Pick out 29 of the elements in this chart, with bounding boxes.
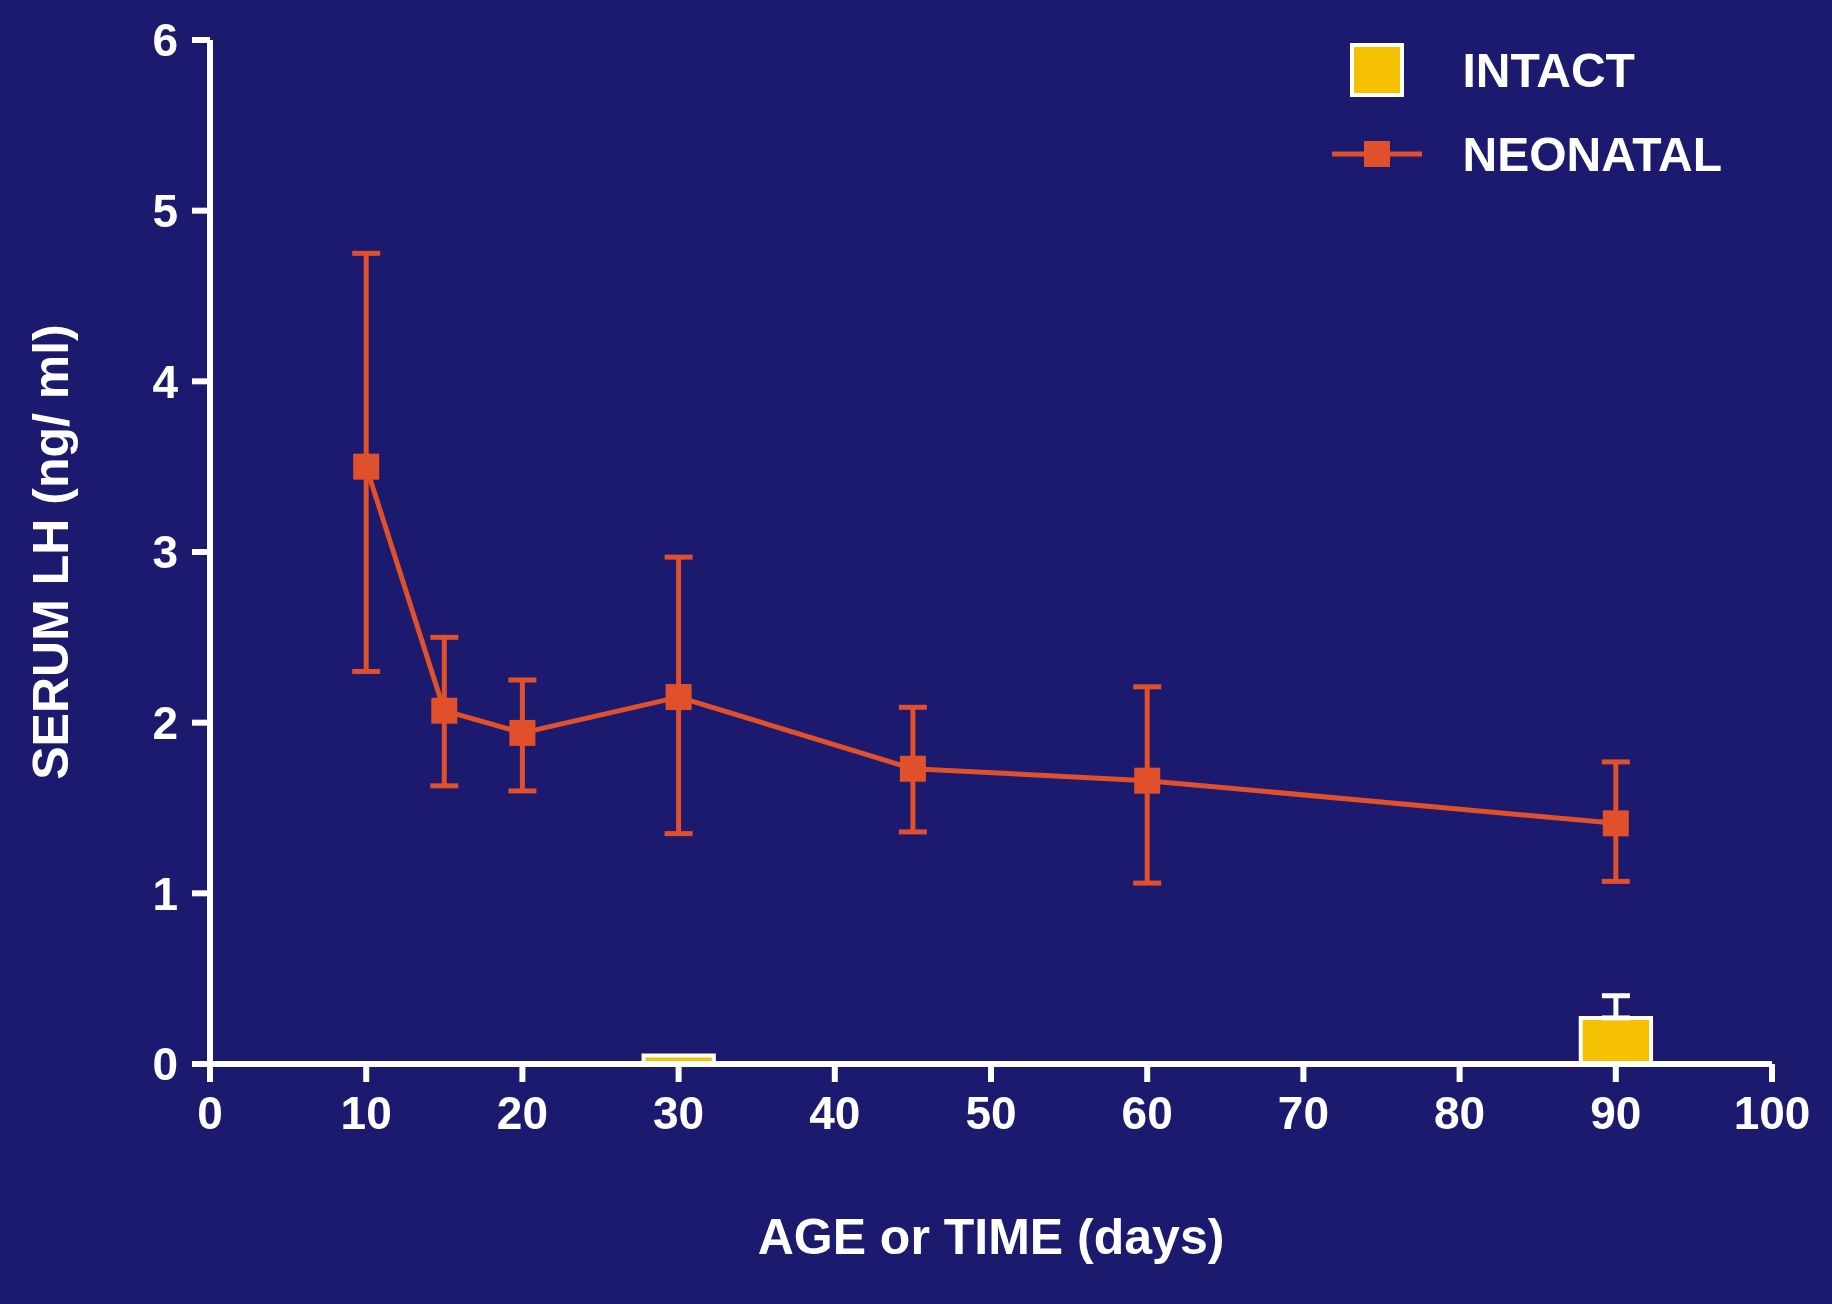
x-tick-label: 100 (1733, 1086, 1811, 1139)
y-tick-label: 5 (152, 185, 178, 237)
x-tick-label: 50 (965, 1086, 1017, 1139)
legend-label: NEONATAL (1462, 126, 1722, 182)
y-tick-label: 0 (152, 1038, 178, 1091)
point (1602, 810, 1629, 837)
x-tick-label: 0 (197, 1086, 223, 1139)
point (665, 684, 692, 711)
x-tick-label: 90 (1590, 1086, 1642, 1139)
point (353, 453, 380, 480)
point (509, 719, 536, 746)
x-tick-label: 40 (809, 1086, 861, 1139)
x-tick-label: 10 (340, 1086, 392, 1139)
x-tick-label: 60 (1121, 1086, 1173, 1139)
y-tick-label: 6 (152, 14, 178, 67)
x-axis-title: AGE or TIME (days) (757, 1209, 1225, 1265)
y-tick-label: 4 (152, 355, 179, 408)
legend-label: INTACT (1462, 42, 1635, 98)
point (1134, 767, 1161, 794)
x-tick-label: 20 (496, 1086, 548, 1139)
x-tick-label: 80 (1434, 1086, 1486, 1139)
x-tick-label: 30 (653, 1086, 705, 1139)
point (431, 697, 458, 724)
y-tick-label: 1 (152, 867, 178, 920)
x-tick-label: 70 (1277, 1086, 1329, 1139)
y-tick-label: 2 (152, 697, 178, 749)
y-axis-title: SERUM LH (ng/ ml) (22, 324, 79, 780)
y-tick-label: 3 (152, 526, 178, 579)
point (899, 755, 926, 782)
